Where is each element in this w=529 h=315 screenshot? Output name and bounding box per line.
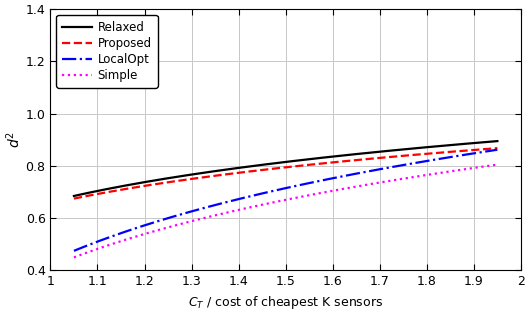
Proposed (494, 146, 500, 150)
LocalOpt (427, 158, 434, 162)
Relaxed (330, 155, 336, 158)
Simple (72, 255, 78, 259)
LocalOpt (72, 248, 78, 252)
Proposed (72, 196, 78, 200)
Simple (71, 255, 77, 259)
Relaxed (71, 194, 77, 198)
Simple (323, 190, 329, 194)
Proposed (323, 161, 329, 165)
Proposed (427, 152, 434, 155)
Line: Proposed: Proposed (74, 148, 497, 198)
Line: Simple: Simple (74, 165, 497, 257)
Proposed (330, 160, 336, 164)
LocalOpt (71, 249, 77, 253)
Legend: Relaxed, Proposed, LocalOpt, Simple: Relaxed, Proposed, LocalOpt, Simple (56, 15, 158, 88)
Proposed (322, 161, 328, 165)
Relaxed (322, 156, 328, 159)
Relaxed (454, 143, 461, 146)
Proposed (454, 149, 461, 153)
Simple (322, 190, 328, 194)
LocalOpt (322, 178, 328, 182)
Relaxed (72, 194, 78, 198)
Simple (454, 169, 461, 172)
Simple (330, 189, 336, 192)
Proposed (71, 197, 77, 200)
Relaxed (494, 139, 500, 143)
Line: LocalOpt: LocalOpt (74, 150, 497, 251)
X-axis label: $C_T$ / cost of cheapest K sensors: $C_T$ / cost of cheapest K sensors (188, 294, 383, 311)
Simple (427, 172, 434, 176)
Relaxed (427, 145, 434, 149)
LocalOpt (323, 178, 329, 181)
Y-axis label: $d^2$: $d^2$ (4, 131, 23, 148)
Line: Relaxed: Relaxed (74, 141, 497, 196)
LocalOpt (494, 148, 500, 152)
LocalOpt (330, 176, 336, 180)
LocalOpt (454, 154, 461, 158)
Simple (494, 163, 500, 167)
Relaxed (323, 155, 329, 159)
